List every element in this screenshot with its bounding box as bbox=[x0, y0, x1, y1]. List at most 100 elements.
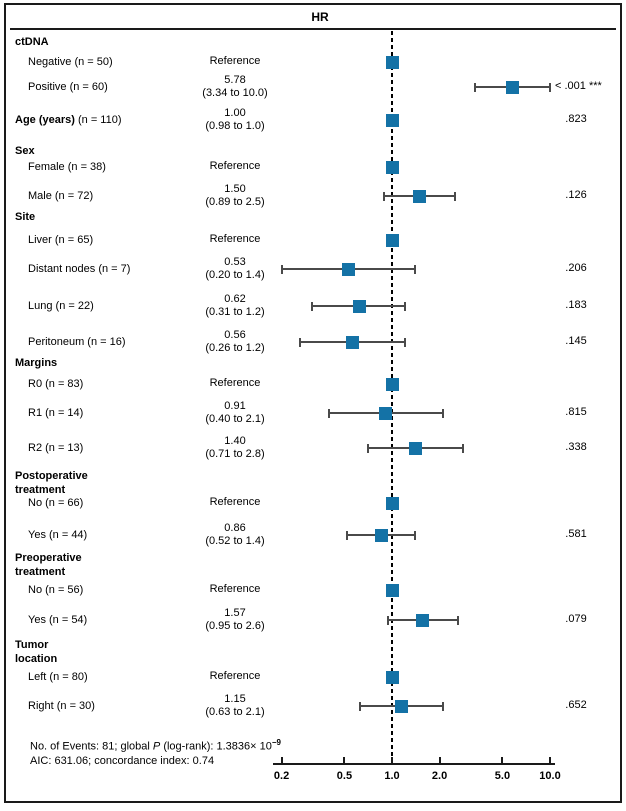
row-label: Yes (n = 44) bbox=[28, 529, 88, 541]
x-axis-tick-label: 5.0 bbox=[494, 770, 511, 782]
row-label: Distant nodes (n = 7) bbox=[28, 263, 131, 275]
row-label: Peritoneum (n = 16) bbox=[28, 336, 126, 348]
row-label: Age (years) (n = 110) bbox=[15, 114, 122, 126]
x-axis-tick-label: 1.0 bbox=[384, 770, 400, 782]
estimate-text: Reference bbox=[209, 55, 261, 67]
hr-marker bbox=[505, 80, 519, 94]
estimate-text: Reference bbox=[209, 377, 261, 389]
hr-marker bbox=[385, 233, 399, 247]
row-label: Male (n = 72) bbox=[28, 190, 94, 202]
group-header: Margins bbox=[15, 357, 58, 369]
ci-cap bbox=[441, 701, 444, 711]
hr-marker bbox=[395, 699, 409, 713]
hr-marker bbox=[345, 335, 359, 349]
estimate-text: 0.56 (0.26 to 1.2) bbox=[205, 329, 265, 354]
p-value: .815 bbox=[565, 406, 587, 418]
estimate-text: 0.91 (0.40 to 2.1) bbox=[205, 400, 265, 425]
ci-cap bbox=[346, 530, 349, 540]
ci-cap bbox=[461, 443, 464, 453]
ci-cap bbox=[456, 615, 459, 625]
estimate-text: 1.50 (0.89 to 2.5) bbox=[205, 183, 265, 208]
hr-marker bbox=[341, 262, 355, 276]
row-label: Lung (n = 22) bbox=[28, 300, 94, 312]
x-axis-tick bbox=[438, 757, 441, 763]
x-axis-tick-label: 10.0 bbox=[539, 770, 561, 782]
ci-cap bbox=[549, 82, 551, 92]
hr-marker bbox=[416, 613, 430, 627]
estimate-text: 1.57 (0.95 to 2.6) bbox=[205, 607, 265, 632]
ci-cap bbox=[367, 443, 370, 453]
ci-cap bbox=[403, 301, 406, 311]
row-label: Liver (n = 65) bbox=[28, 234, 94, 246]
reference-line bbox=[391, 31, 393, 763]
footer-stats: No. of Events: 81; global P (log-rank): … bbox=[30, 736, 281, 769]
x-axis-line bbox=[273, 763, 555, 765]
estimate-text: 1.15 (0.63 to 2.1) bbox=[205, 693, 265, 718]
row-label: R2 (n = 13) bbox=[28, 442, 84, 454]
estimate-text: Reference bbox=[209, 233, 261, 245]
row-label: R1 (n = 14) bbox=[28, 407, 84, 419]
hr-marker bbox=[385, 377, 399, 391]
header-rule bbox=[10, 28, 616, 30]
figure-title: HR bbox=[311, 10, 329, 24]
row-label: Positive (n = 60) bbox=[28, 81, 108, 93]
group-header: Site bbox=[15, 211, 36, 223]
x-axis-tick bbox=[280, 757, 283, 763]
p-value: .183 bbox=[565, 299, 587, 311]
group-header: ctDNA bbox=[15, 36, 49, 48]
estimate-text: Reference bbox=[209, 670, 261, 682]
p-value: .581 bbox=[565, 528, 587, 540]
estimate-text: Reference bbox=[209, 160, 261, 172]
figure-border bbox=[4, 3, 622, 803]
ci-cap bbox=[441, 408, 444, 418]
hr-marker bbox=[408, 441, 422, 455]
hr-marker bbox=[385, 496, 399, 510]
p-value: .823 bbox=[565, 113, 587, 125]
estimate-text: 0.62 (0.31 to 1.2) bbox=[205, 293, 265, 318]
p-value: .338 bbox=[565, 441, 587, 453]
group-header: Postoperative treatment bbox=[15, 470, 88, 496]
row-label: Yes (n = 54) bbox=[28, 614, 88, 626]
group-header: Sex bbox=[15, 145, 35, 157]
estimate-text: 0.53 (0.20 to 1.4) bbox=[205, 256, 265, 281]
row-label: R0 (n = 83) bbox=[28, 378, 84, 390]
p-value: .145 bbox=[565, 335, 587, 347]
hr-marker bbox=[379, 406, 393, 420]
row-label: Female (n = 38) bbox=[28, 161, 106, 173]
ci-cap bbox=[403, 337, 406, 347]
hr-marker bbox=[413, 189, 427, 203]
p-value: < .001 *** bbox=[555, 80, 602, 92]
row-label: Left (n = 80) bbox=[28, 671, 88, 683]
hr-marker bbox=[385, 160, 399, 174]
group-header: Tumor location bbox=[15, 639, 58, 665]
estimate-text: 1.00 (0.98 to 1.0) bbox=[205, 107, 265, 132]
p-value: .079 bbox=[565, 613, 587, 625]
row-label: No (n = 56) bbox=[28, 584, 84, 596]
hr-marker bbox=[385, 583, 399, 597]
row-label: Right (n = 30) bbox=[28, 700, 95, 712]
x-axis-tick bbox=[391, 757, 393, 763]
hr-marker bbox=[352, 299, 366, 313]
estimate-text: Reference bbox=[209, 496, 261, 508]
hr-marker bbox=[375, 528, 389, 542]
x-axis-tick bbox=[343, 757, 346, 763]
hr-marker bbox=[385, 55, 399, 69]
ci-cap bbox=[298, 337, 301, 347]
p-value: .206 bbox=[565, 262, 587, 274]
row-label: No (n = 66) bbox=[28, 497, 84, 509]
x-axis-tick bbox=[501, 757, 504, 763]
x-axis-tick bbox=[549, 757, 551, 763]
ci-cap bbox=[473, 82, 476, 92]
ci-cap bbox=[414, 530, 417, 540]
ci-cap bbox=[310, 301, 313, 311]
ci-cap bbox=[414, 264, 417, 274]
ci-cap bbox=[328, 408, 331, 418]
footer-line-2: AIC: 631.06; concordance index: 0.74 bbox=[30, 755, 215, 768]
ci-cap bbox=[387, 615, 390, 625]
ci-cap bbox=[383, 191, 385, 201]
hr-marker bbox=[385, 113, 399, 127]
row-label: Negative (n = 50) bbox=[28, 56, 113, 68]
p-value: .126 bbox=[565, 189, 587, 201]
x-axis-tick-label: 2.0 bbox=[431, 770, 448, 782]
